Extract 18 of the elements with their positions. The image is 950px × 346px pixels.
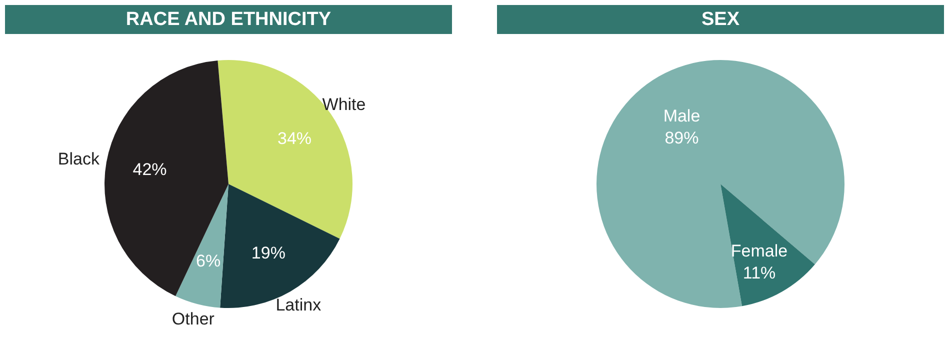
data-label: 89% (664, 128, 699, 148)
pie-slice (720, 184, 815, 306)
slice-label: Other (172, 309, 215, 328)
data-label: 42% (132, 160, 167, 179)
data-label: 19% (251, 243, 286, 262)
pie-slice (596, 60, 844, 308)
data-label: 34% (277, 128, 312, 148)
chart-title: SEX (497, 5, 944, 34)
slice-label: Male (663, 106, 700, 126)
pie-slice (176, 184, 228, 308)
data-label: 11% (742, 264, 776, 283)
pie-slice (104, 60, 228, 296)
chart-title: RACE AND ETHNICITY (5, 5, 452, 34)
slice-label: Female (730, 242, 788, 261)
slice-label: Latinx (276, 295, 322, 314)
data-label: 6% (196, 251, 221, 270)
slice-label: Black (58, 149, 100, 168)
slice-label: White (322, 94, 366, 114)
